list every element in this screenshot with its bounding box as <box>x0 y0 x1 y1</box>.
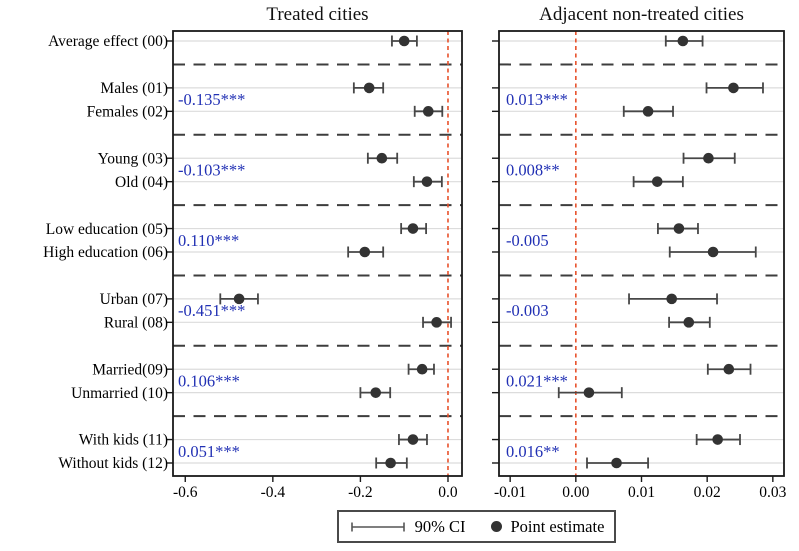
category-label: Young (03) <box>98 150 168 167</box>
category-label: Females (02) <box>87 104 168 121</box>
point-estimate-dot <box>370 387 382 398</box>
point-estimate-dot <box>407 434 419 445</box>
pair-diff-label: 0.016** <box>506 442 560 461</box>
category-label: Low education (05) <box>46 221 168 238</box>
x-tick-label: -0.4 <box>261 484 286 501</box>
x-tick-label: 0.01 <box>628 484 655 501</box>
category-label: Average effect (00) <box>48 33 168 50</box>
x-tick-label: -0.2 <box>348 484 373 501</box>
category-label: Unmarried (10) <box>71 385 168 402</box>
legend-point-label: Point estimate <box>510 516 605 536</box>
point-estimate-dot <box>707 246 719 258</box>
point-estimate-dot <box>363 82 375 94</box>
point-estimate-dot <box>422 106 434 117</box>
point-estimate-dot <box>431 317 442 328</box>
category-label: Without kids (12) <box>58 455 168 472</box>
point-estimate-dot <box>673 223 685 234</box>
point-estimate-dot <box>651 176 663 187</box>
point-estimate-dot <box>683 317 695 328</box>
point-estimate-dot <box>233 293 245 305</box>
point-estimate-dot <box>642 106 654 117</box>
panel-border <box>172 30 463 477</box>
point-estimate-dot <box>421 176 433 187</box>
category-label: Old (04) <box>115 174 168 191</box>
pair-diff-label: -0.135*** <box>178 90 245 109</box>
category-label: Rural (08) <box>104 315 168 332</box>
pair-diff-label: 0.013*** <box>506 90 568 109</box>
category-label: Urban (07) <box>100 291 168 308</box>
pair-diff-label: 0.021*** <box>506 371 568 390</box>
point-estimate-dot <box>723 363 735 375</box>
point-estimate-dot <box>728 82 739 94</box>
x-tick-label: 0.0 <box>438 484 458 501</box>
left-panel-title: Treated cities <box>266 4 369 25</box>
category-label: With kids (11) <box>79 432 168 449</box>
point-estimate-dot <box>359 246 371 258</box>
point-estimate-dot <box>666 293 678 305</box>
point-estimate-dot <box>703 152 714 164</box>
point-estimate-icon <box>491 521 503 532</box>
pair-diff-label: 0.106*** <box>178 371 240 390</box>
pair-diff-label: -0.451*** <box>178 301 245 320</box>
point-estimate-dot <box>407 223 419 234</box>
legend: 90% CI Point estimate <box>337 510 616 543</box>
x-tick-label: 0.00 <box>562 484 589 501</box>
pair-diff-label: -0.005 <box>506 231 549 250</box>
right-panel-title: Adjacent non-treated cities <box>539 4 744 25</box>
legend-ci-label: 90% CI <box>414 516 466 536</box>
category-label: Males (01) <box>100 80 168 97</box>
point-estimate-dot <box>611 457 622 469</box>
point-estimate-dot <box>416 363 428 375</box>
point-estimate-dot <box>398 35 410 47</box>
category-label: Married(09) <box>92 361 168 378</box>
x-tick-label: -0.6 <box>173 484 198 501</box>
pair-diff-label: -0.003 <box>506 301 549 320</box>
pair-diff-label: -0.103*** <box>178 160 245 179</box>
point-estimate-dot <box>583 387 595 398</box>
category-label: High education (06) <box>43 244 168 261</box>
pair-diff-label: 0.008** <box>506 160 560 179</box>
x-tick-label: -0.01 <box>494 484 526 501</box>
point-estimate-dot <box>385 457 396 469</box>
point-estimate-dot <box>376 152 388 164</box>
point-estimate-dot <box>677 35 689 47</box>
x-tick-label: 0.02 <box>694 484 721 501</box>
pair-diff-label: 0.110*** <box>178 231 239 250</box>
pair-diff-label: 0.051*** <box>178 442 240 461</box>
x-tick-label: 0.03 <box>759 484 786 501</box>
ci-whisker-icon <box>350 522 405 531</box>
point-estimate-dot <box>712 434 723 445</box>
